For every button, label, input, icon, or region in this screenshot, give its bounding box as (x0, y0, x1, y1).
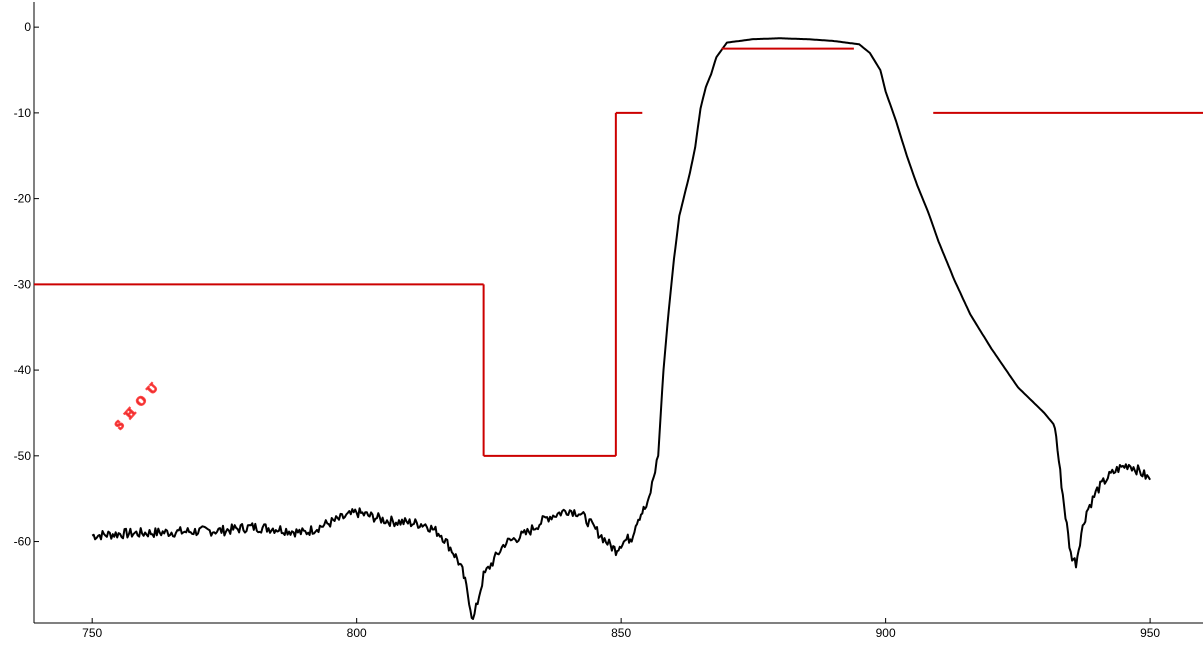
y-tick-label: -30 (14, 277, 32, 291)
tick-labels: 750 800 850 900 950 0 -10 -20 -30 -40 -50 -60 (14, 20, 1161, 640)
x-tick-label: 850 (611, 626, 631, 640)
watermark: SHOU (111, 374, 167, 433)
x-tick-label: 750 (82, 626, 102, 640)
x-tick-label: 950 (1140, 626, 1160, 640)
y-tick-label: -10 (14, 106, 32, 120)
y-tick-label: -60 (14, 535, 32, 549)
y-tick-label: 0 (24, 20, 31, 34)
y-tick-label: -40 (14, 363, 32, 377)
series-group (34, 37, 1203, 620)
y-tick-label: -50 (14, 449, 32, 463)
watermark-text: SHOU (112, 375, 166, 432)
x-tick-label: 800 (347, 626, 367, 640)
axes (33, 2, 1203, 624)
x-tick-label: 900 (876, 626, 896, 640)
y-tick-label: -20 (14, 192, 32, 206)
response-curve (91, 37, 1151, 620)
